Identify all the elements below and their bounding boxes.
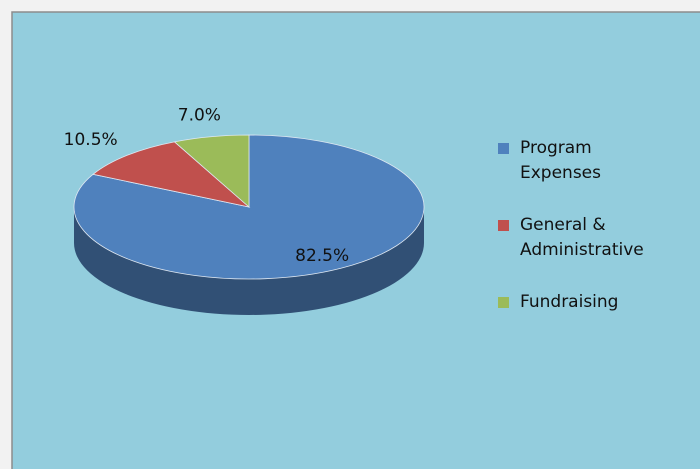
data-label: 10.5% [64,130,118,150]
legend-entry: General & Administrative [498,213,650,263]
legend: Program Expenses General & Administrative… [498,136,668,342]
legend-swatch [498,297,509,308]
pie-slice [173,134,250,208]
legend-label: General & Administrative [520,215,644,260]
data-label: 82.5% [295,246,349,266]
pie-side [74,207,424,315]
legend-entry: Fundraising [498,290,650,315]
legend-label: Fundraising [520,292,619,312]
legend-swatch [498,143,509,154]
legend-entry: Program Expenses [498,136,650,186]
legend-label: Program Expenses [520,138,601,183]
data-label: 7.0% [178,106,221,126]
legend-swatch [498,220,509,231]
pie-slice [92,141,251,208]
